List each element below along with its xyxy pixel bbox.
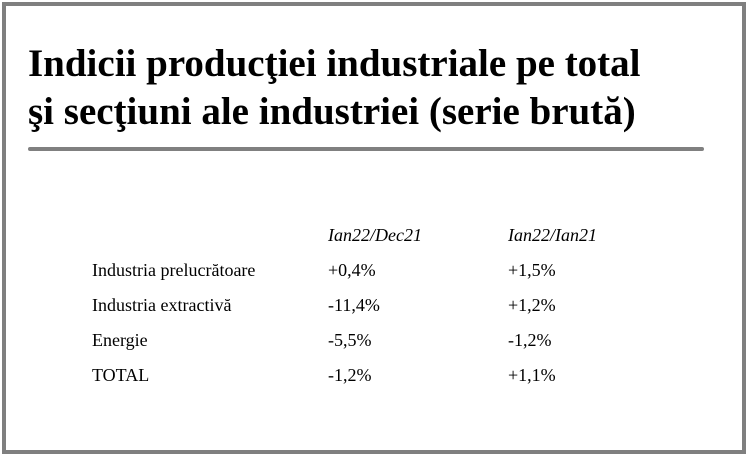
row-label: Industria prelucrătoare <box>92 260 256 280</box>
index-table: Ian22/Dec21 Ian22/Ian21 Industria preluc… <box>92 218 628 393</box>
row-label: TOTAL <box>92 365 150 385</box>
row-value-mom: +0,4% <box>328 260 376 280</box>
title-line-1: Indicii producţiei industriale pe total <box>28 42 641 85</box>
row-value-yoy: +1,5% <box>508 260 556 280</box>
row-value-yoy: -1,2% <box>508 330 552 350</box>
table-row: Industria extractivă -11,4% +1,2% <box>92 288 628 323</box>
header-empty <box>92 218 328 253</box>
table-header-row: Ian22/Dec21 Ian22/Ian21 <box>92 218 628 253</box>
row-value-mom: -1,2% <box>328 365 372 385</box>
row-value-mom: -11,4% <box>328 295 380 315</box>
header-ian22-dec21: Ian22/Dec21 <box>328 225 422 245</box>
row-label: Energie <box>92 330 148 350</box>
table-row: Energie -5,5% -1,2% <box>92 323 628 358</box>
title-line-2: şi secţiuni ale industriei (serie brută) <box>28 90 636 133</box>
slide-title: Indicii producţiei industriale pe total … <box>28 40 718 136</box>
row-value-yoy: +1,1% <box>508 365 556 385</box>
row-label: Industria extractivă <box>92 295 232 315</box>
row-value-mom: -5,5% <box>328 330 372 350</box>
table-row: Industria prelucrătoare +0,4% +1,5% <box>92 253 628 288</box>
header-ian22-ian21: Ian22/Ian21 <box>508 225 597 245</box>
row-value-yoy: +1,2% <box>508 295 556 315</box>
title-underline <box>28 147 704 151</box>
table-row: TOTAL -1,2% +1,1% <box>92 358 628 393</box>
